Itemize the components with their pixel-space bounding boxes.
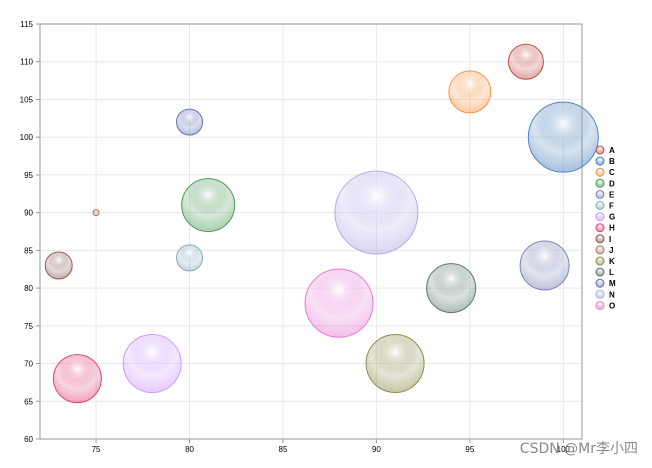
bubble-h [52, 354, 102, 404]
legend-marker-b [595, 156, 605, 166]
legend-marker-k [595, 256, 605, 266]
y-tick-label: 85 [24, 246, 33, 255]
axes: 75 80 85 90 95 100 60 65 70 75 80 85 90 95 100 105 110 11… [20, 20, 571, 454]
x-tick-label: 85 [279, 445, 288, 454]
legend-label-h: H [609, 224, 615, 233]
legend-marker-i [595, 234, 605, 244]
bubble-g [122, 334, 182, 394]
legend-label-j: J [609, 246, 613, 255]
legend-marker-h [595, 223, 605, 233]
legend-marker-c [595, 167, 605, 177]
bubble-j [92, 209, 100, 217]
y-tick-label: 90 [24, 209, 33, 218]
bubble-m [176, 108, 204, 136]
bubble-n [334, 170, 419, 255]
legend-label-e: E [609, 190, 615, 199]
y-tick-label: 105 [20, 95, 34, 104]
legend-label-d: D [609, 179, 615, 188]
bubble-a [507, 43, 544, 80]
bubble-e [519, 240, 570, 291]
bubbles [44, 43, 599, 404]
y-tick-label: 100 [20, 133, 34, 142]
legend-marker-j [595, 245, 605, 255]
legend-marker-f [595, 201, 605, 210]
legend-marker-l [595, 267, 605, 277]
y-tick-label: 65 [24, 397, 33, 406]
bubble-d [181, 178, 236, 233]
bubble-b [527, 101, 599, 173]
y-tick-label: 110 [20, 58, 33, 67]
x-tick-label: 75 [92, 445, 101, 454]
y-tick-label: 80 [24, 284, 33, 293]
legend-label-i: I [609, 235, 611, 244]
x-tick-label: 95 [465, 445, 474, 454]
y-tick-label: 95 [24, 171, 33, 180]
legend-label-a: A [609, 146, 615, 155]
legend-marker-a [595, 145, 605, 155]
x-tick-label: 80 [185, 445, 194, 454]
legend-label-c: C [609, 168, 615, 177]
bubble-c [448, 70, 492, 114]
legend-label-l: L [609, 268, 614, 277]
y-tick-label: 70 [24, 360, 33, 369]
y-tick-label: 115 [20, 20, 33, 29]
legend-marker-d [595, 178, 605, 188]
legend-label-o: O [609, 301, 615, 310]
bubble-l [426, 263, 477, 314]
y-tick-label: 60 [24, 435, 33, 444]
legend-marker-o [595, 300, 605, 310]
bubble-o [304, 268, 374, 338]
grid [40, 23, 582, 440]
legend-marker-e [595, 189, 605, 199]
legend-marker-m [595, 278, 605, 288]
x-tick-label: 90 [372, 445, 381, 454]
x-tick-label: 100 [557, 445, 571, 454]
legend-label-n: N [609, 290, 615, 299]
legend-label-b: B [609, 157, 615, 166]
bubble-f [176, 244, 204, 272]
bubble-i [44, 251, 73, 280]
legend-marker-n [595, 289, 605, 299]
legend-label-m: M [609, 279, 616, 288]
y-tick-label: 75 [24, 322, 33, 331]
legend-label-f: F [609, 202, 614, 211]
legend-label-k: K [609, 257, 615, 266]
watermark: CSDN @Mr李小四 [519, 441, 638, 457]
legend-marker-g [595, 212, 605, 222]
legend-label-g: G [609, 213, 615, 222]
plot-area [39, 23, 583, 440]
bubble-k [365, 334, 425, 394]
